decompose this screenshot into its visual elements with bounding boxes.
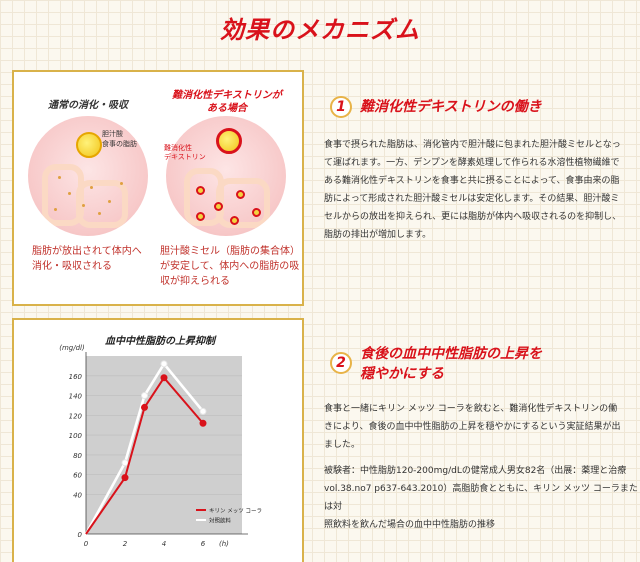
dextrin-illustration [166,116,286,236]
intestine-shape [76,180,128,228]
section2-body: 食事と一緒にキリン メッツ コーラを飲むと、難消化性デキストリンの働 きにより、… [324,404,621,450]
bile-acid-label: 胆汁酸 [102,130,123,138]
stabilized-micelle-icon [216,128,242,154]
legend-label: キリン メッツ コーラ [209,508,262,515]
x-tick-label: 4 [162,540,166,548]
data-point [199,407,207,415]
y-tick-label: 80 [73,452,82,460]
y-tick-label: 60 [73,472,82,480]
data-point [141,392,148,400]
normal-digestion-illustration [28,116,148,236]
section1-body: 食事で摂られた脂肪は、消化管内で胆汁酸に包まれた胆汁酸ミセルとなっ て運ばれます… [324,140,622,240]
data-point [199,419,207,427]
study-note: 被験者：中性脂肪120-200mg/dLの健常成人男女82名（出展：薬理と治療 … [324,466,638,530]
y-tick-label: 160 [69,373,83,381]
x-tick-label: 6 [201,540,206,548]
y-tick-label: 140 [69,393,83,401]
x-tick-label: 0 [84,540,89,548]
section-number-badge: 2 [330,352,352,374]
mechanism-panel: 通常の消化・吸収 難消化性デキストリンが ある場合 胆汁酸 食事の脂肪 難消化性… [12,70,304,306]
section2-title: 食後の血中中性脂肪の上昇を 穏やかにする [360,346,542,382]
y-axis-unit: (mg/dl) [59,344,85,352]
dextrin-label: 難消化性 デキストリン [164,144,206,161]
chart-panel: 血中中性脂肪の上昇抑制 0 40 60 80 100 120 140 160 0 2 4 6 (mg/d… [12,318,304,562]
dextrin-caption: 胆汁酸ミセル（脂肪の集合体） が安定して、体内への脂肪の吸 収が抑えられる [160,246,300,287]
intestine-shape [216,178,270,228]
x-axis-unit: (h) [219,540,229,548]
legend-label: 対照飲料 [209,517,232,525]
bile-micelle-icon [76,132,102,158]
y-tick-label: 40 [73,491,82,499]
plot-background [86,356,242,534]
dextrin-case-heading: 難消化性デキストリンが ある場合 [172,90,282,114]
y-tick-label: 120 [69,412,83,420]
chart-title: 血中中性脂肪の上昇抑制 [105,336,215,347]
normal-digestion-heading: 通常の消化・吸収 [48,100,128,111]
triglyceride-chart: 0 40 60 80 100 120 140 160 0 2 4 6 (mg/dl) (h) キリン メッツ… [59,344,262,548]
x-tick-label: 2 [123,540,128,548]
section-number-badge: 1 [330,96,352,118]
data-point [160,374,168,382]
data-point [121,474,129,482]
y-tick-label: 100 [69,432,83,440]
data-point [141,403,148,411]
normal-digestion-caption: 脂肪が放出されて体内へ 消化・吸収される [32,246,142,272]
page-title: 効果のメカニズム [220,16,420,44]
dietary-fat-label: 食事の脂肪 [102,140,137,148]
section1-title: 難消化性デキストリンの働き [360,99,542,115]
data-point [121,459,129,467]
y-tick-label: 0 [78,531,83,539]
data-point [160,360,168,368]
